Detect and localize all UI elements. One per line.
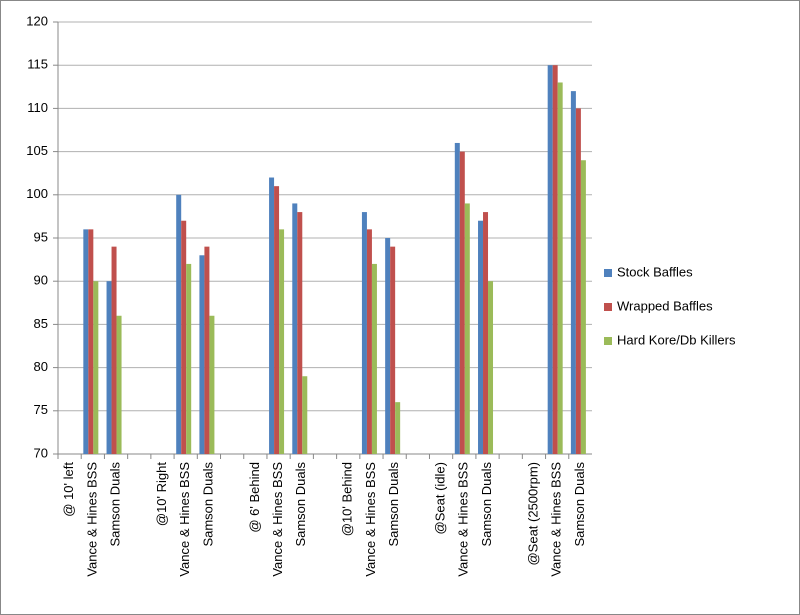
x-tick-label: @ 10' left <box>61 462 76 517</box>
legend-label: Wrapped Baffles <box>617 298 713 313</box>
bar <box>93 281 99 454</box>
y-tick-label: 105 <box>26 143 48 158</box>
x-tick-label: Samson Duals <box>386 462 401 547</box>
bar <box>302 376 308 454</box>
bar <box>111 246 117 454</box>
bar <box>366 229 372 454</box>
bar <box>464 203 470 454</box>
y-tick-label: 90 <box>34 273 48 288</box>
x-tick-label: @Seat (idle) <box>433 462 448 534</box>
y-tick-label: 120 <box>26 13 48 28</box>
bar <box>269 177 275 454</box>
x-tick-label: Samson Duals <box>293 462 308 547</box>
x-tick-label: Samson Duals <box>479 462 494 547</box>
bar <box>552 65 558 454</box>
bar <box>204 246 210 454</box>
legend-label: Stock Baffles <box>617 264 693 279</box>
bar <box>297 212 303 454</box>
bar <box>390 246 396 454</box>
bar <box>547 65 553 454</box>
x-tick-label: Samson Duals <box>200 462 215 547</box>
y-tick-label: 80 <box>34 359 48 374</box>
bar <box>209 315 215 454</box>
x-tick-label: Vance & Hines BSS <box>84 462 99 577</box>
x-tick-label: Vance & Hines BSS <box>270 462 285 577</box>
bar <box>186 263 192 454</box>
bar <box>116 315 122 454</box>
bar <box>395 402 401 454</box>
legend-swatch <box>604 303 612 311</box>
y-tick-label: 100 <box>26 186 48 201</box>
bar <box>199 255 205 454</box>
bar <box>483 212 489 454</box>
bar <box>488 281 494 454</box>
bar <box>371 263 377 454</box>
legend-label: Hard Kore/Db Killers <box>617 332 736 347</box>
bar <box>557 82 563 454</box>
bar <box>459 151 465 454</box>
bar <box>106 281 112 454</box>
x-tick-label: Vance & Hines BSS <box>549 462 564 577</box>
x-tick-label: @Seat (2500rpm) <box>525 462 540 566</box>
bar <box>478 220 484 454</box>
y-tick-label: 115 <box>27 57 48 72</box>
x-tick-label: @ 6' Behind <box>247 462 262 533</box>
bar <box>279 229 285 454</box>
x-tick-label: Vance & Hines BSS <box>177 462 192 577</box>
bar <box>454 142 460 454</box>
y-tick-label: 95 <box>34 229 48 244</box>
bar <box>274 186 280 454</box>
x-tick-label: @10' Behind <box>340 462 355 536</box>
y-tick-label: 85 <box>34 316 48 331</box>
x-tick-label: Vance & Hines BSS <box>456 462 471 577</box>
x-tick-label: Samson Duals <box>572 462 587 547</box>
bar <box>580 160 586 455</box>
bar <box>181 220 187 454</box>
x-tick-label: Vance & Hines BSS <box>363 462 378 577</box>
bar <box>575 108 581 455</box>
bar <box>292 203 298 454</box>
bar <box>385 238 391 454</box>
legend-swatch <box>604 269 612 277</box>
y-tick-label: 110 <box>27 100 48 115</box>
y-tick-label: 70 <box>34 445 48 460</box>
bar <box>570 91 576 455</box>
legend-swatch <box>604 337 612 345</box>
y-tick-label: 75 <box>34 402 48 417</box>
bar <box>83 229 89 454</box>
bar <box>361 212 367 454</box>
x-tick-label: Samson Duals <box>107 462 122 547</box>
x-tick-label: @10' Right <box>154 462 169 526</box>
bar <box>176 194 182 455</box>
bar <box>88 229 94 454</box>
